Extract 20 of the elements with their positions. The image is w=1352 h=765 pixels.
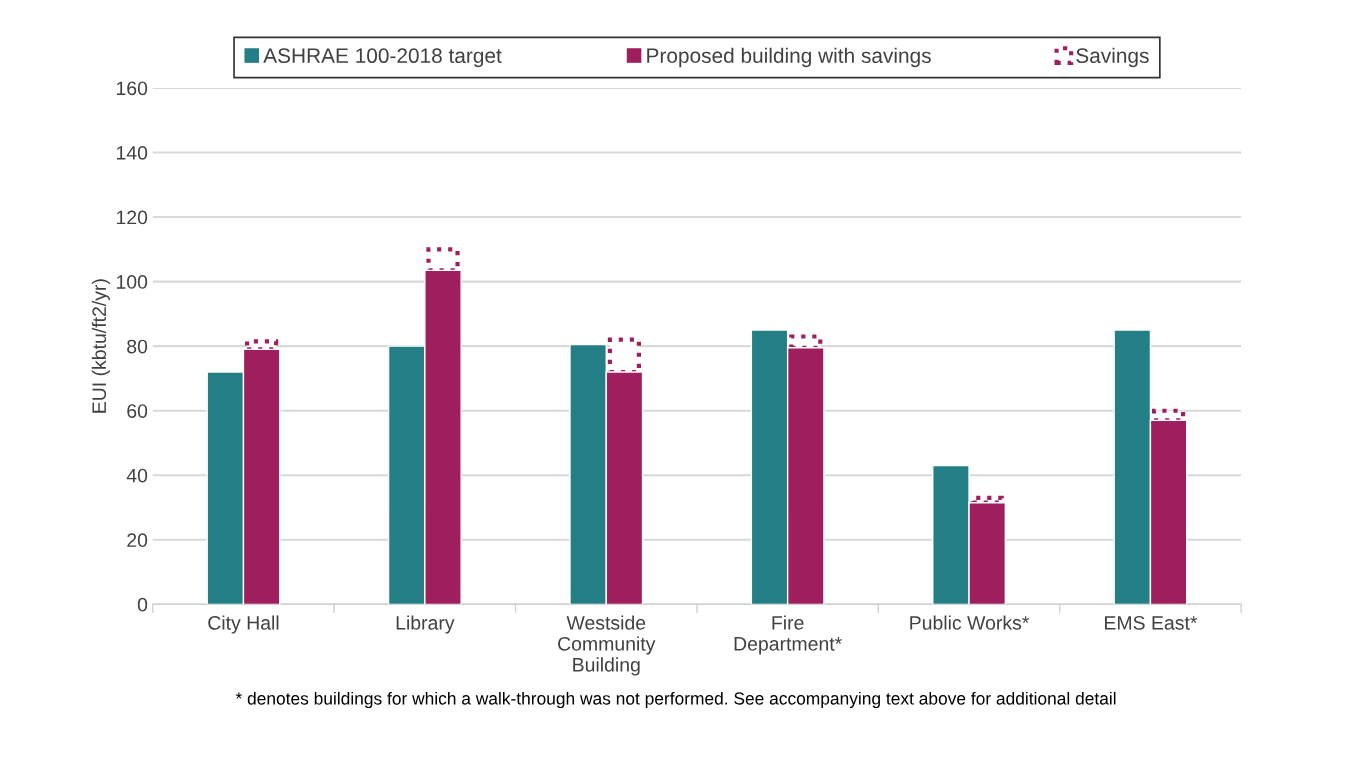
y-tick-label: 140 (116, 145, 148, 160)
y-tick-label: 0 (137, 597, 148, 612)
y-tick-label: 120 (116, 210, 148, 225)
text: * denotes buildings for which a walk-through was not performed. See accompanying text above for additional detail (235, 691, 1116, 709)
y-tick-label: 160 (116, 81, 148, 96)
y-axis-title: EUI (kbtu/ft2/yr) (91, 279, 110, 413)
x-tick-label: Public Works* (910, 615, 1030, 630)
y-tick-label: 100 (116, 275, 148, 289)
legend-label: Proposed building with savings (647, 47, 931, 68)
x-tick-label: Fire Department* (734, 615, 842, 655)
y-tick-label: 80 (127, 339, 148, 354)
x-tick-label: City Hall (208, 615, 279, 634)
legend-label: ASHRAE 100-2018 target (263, 48, 502, 68)
y-tick-label: 20 (127, 533, 148, 548)
x-tick-label: Library (396, 615, 455, 634)
x-tick-label: Westside Community Building (558, 615, 656, 676)
y-tick-label: 60 (127, 404, 148, 418)
legend-label: Savings (1076, 47, 1149, 68)
y-tick-label: 40 (126, 468, 148, 483)
x-tick-label: EMS East* (1105, 615, 1198, 630)
